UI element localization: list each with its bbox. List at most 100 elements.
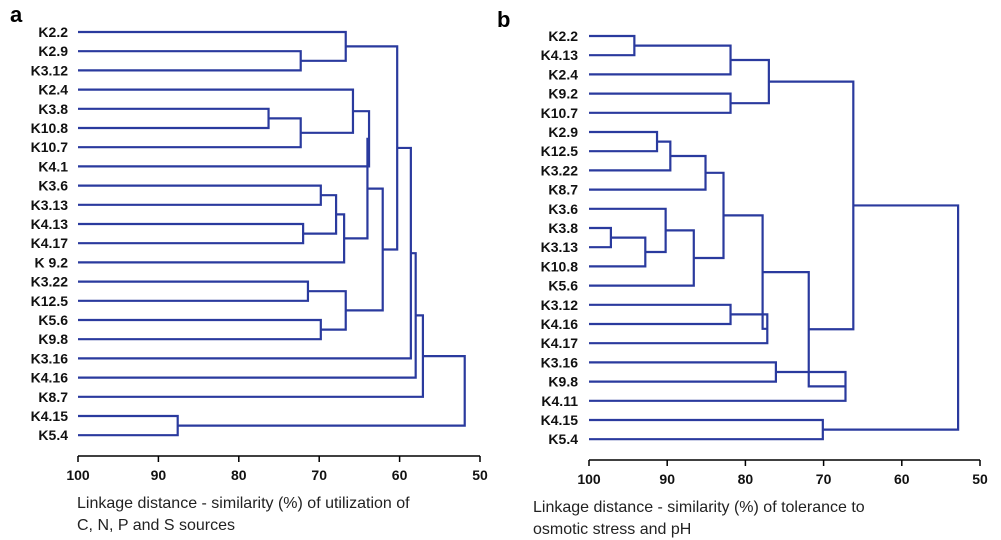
panel-b-link-12: [693, 171, 725, 260]
panel-a-link-19: [78, 314, 425, 398]
panel-a-link-13: [78, 318, 322, 341]
panel-a-leaf-k10-8: K10.8: [31, 120, 69, 136]
panel-a-link-21: [177, 354, 466, 427]
panel-a-link-12: [78, 280, 310, 302]
panel-a-tick-label-90: 90: [151, 467, 167, 483]
panel-a-leaf-k8-7: K8.7: [38, 389, 68, 405]
panel-a-link-8: [78, 222, 305, 245]
panel-b-tick-label-50: 50: [972, 471, 988, 487]
panel-b-leaf-k3-8: K3.8: [548, 220, 578, 236]
panel-a-leaf-k2-2: K2.2: [38, 24, 68, 40]
panel-a-link-1: [78, 50, 302, 72]
panel-b-link-20: [589, 418, 824, 441]
panel-b-link-5: [589, 130, 659, 153]
panel-b-leaf-k5-6: K5.6: [548, 278, 578, 294]
panel-a-link-11: [344, 137, 370, 240]
panel-a-leaf-k4-1: K4.1: [38, 158, 68, 174]
panel-a-leaf-k4-15: K4.15: [31, 408, 69, 424]
panel-a-leaf-k3-13: K3.13: [31, 197, 69, 213]
panel-a-leaf-k4-16: K4.16: [31, 370, 69, 386]
panel-a-leaf-k12-5: K12.5: [31, 293, 69, 309]
panel-b-leaf-k3-13: K3.13: [541, 239, 579, 255]
panel-a-tick-label-100: 100: [66, 467, 90, 483]
panel-a-leaf-k4-13: K4.13: [31, 216, 69, 232]
panel-b-link-2: [589, 44, 732, 76]
panel-a-dendrogram: a K2.2 K2.9 K3.12 K2.4 K3.8 K10.8 K10.7 K4.1 K3.…: [10, 2, 488, 534]
panel-a-label: a: [10, 2, 23, 27]
panel-a-leaf-k2-4: K2.4: [38, 82, 68, 98]
panel-a-link-7: [78, 184, 322, 206]
panel-b-leaf-k2-2: K2.2: [548, 28, 578, 44]
panel-b-link-19: [768, 80, 855, 331]
panel-a-link-3: [78, 107, 270, 130]
panel-b-leaf-k9-2: K9.2: [548, 86, 578, 102]
panel-a-leaf-k2-9: K2.9: [38, 43, 68, 59]
panel-b-leaf-k4-13: K4.13: [541, 47, 579, 63]
panel-b-link-1: [589, 34, 636, 57]
panel-a-link-9: [303, 194, 338, 235]
panel-b-link-13: [589, 303, 732, 326]
panel-a-tick-label-70: 70: [311, 467, 327, 483]
panel-b-link-9: [589, 236, 647, 268]
panel-a-link-5: [78, 88, 355, 134]
panel-b-link-4: [730, 58, 770, 105]
panel-b-leaf-k10-7: K10.7: [541, 105, 579, 121]
panel-b-xlabel-line1: Linkage distance - similarity (%) of tol…: [533, 499, 865, 516]
panel-a-leaf-k3-6: K3.6: [38, 178, 68, 194]
panel-b-tick-label-100: 100: [577, 471, 601, 487]
panel-b-tick-label-60: 60: [894, 471, 910, 487]
panel-a-links: [78, 30, 466, 437]
panel-a-xlabel-line2: C, N, P and S sources: [77, 517, 235, 534]
panel-b-leaf-k2-4: K2.4: [548, 66, 578, 82]
panel-b-leaf-k9-8: K9.8: [548, 374, 578, 390]
panel-a-leaf-k4-17: K4.17: [31, 235, 69, 251]
panel-b-leaf-k4-15: K4.15: [541, 412, 579, 428]
panel-b-leaf-k3-16: K3.16: [541, 354, 579, 370]
panel-a-tick-label-60: 60: [392, 467, 408, 483]
panel-a-link-6: [78, 110, 371, 168]
panel-b-leaf-k5-4: K5.4: [548, 431, 578, 447]
panel-b-leaf-k10-8: K10.8: [541, 258, 579, 274]
panel-a-leaf-k3-12: K3.12: [31, 62, 69, 78]
panel-b-leaf-labels: K2.2 K4.13 K2.4 K9.2 K10.7 K2.9 K12.5 K3.22 K8.7…: [541, 28, 579, 447]
panel-a-link-2: [78, 30, 347, 62]
panel-b-tick-label-80: 80: [738, 471, 754, 487]
panel-b-leaf-k4-11: K4.11: [541, 393, 578, 409]
panel-a-link-17: [78, 146, 412, 360]
panel-b-xlabel-line2: osmotic stress and pH: [533, 521, 691, 538]
panel-b-leaf-k2-9: K2.9: [548, 124, 578, 140]
panel-a-leaf-k3-8: K3.8: [38, 101, 68, 117]
panel-a-tick-label-50: 50: [472, 467, 488, 483]
panel-b-dendrogram: b K2.2 K4.13 K2.4 K9.2 K10.7 K2.9 K12.5 K3.22 K8…: [497, 7, 988, 538]
panel-a-leaf-k9-8: K9.8: [38, 331, 68, 347]
panel-b-link-7: [589, 154, 707, 191]
panel-a-link-16: [345, 45, 399, 251]
panel-a-leaf-k3-22: K3.22: [31, 274, 69, 290]
panel-a-xlabel-line1: Linkage distance - similarity (%) of uti…: [77, 495, 410, 512]
panel-b-x-axis: 100 90 80 70 60 50: [577, 459, 988, 487]
panel-b-leaf-k4-17: K4.17: [541, 335, 579, 351]
panel-b-link-14: [589, 313, 769, 345]
panel-b-leaf-k3-12: K3.12: [541, 297, 579, 313]
panel-b-link-3: [589, 92, 732, 114]
panel-b-leaf-k12-5: K12.5: [541, 143, 579, 159]
panel-a-leaf-labels: K2.2 K2.9 K3.12 K2.4 K3.8 K10.8 K10.7 K4.1 K3.6 K…: [31, 24, 69, 443]
panel-b-link-10: [589, 207, 667, 254]
panel-a-tick-label-80: 80: [231, 467, 247, 483]
panel-b-tick-label-90: 90: [659, 471, 675, 487]
panel-b-links: [589, 34, 960, 441]
panel-a-leaf-k5-6: K5.6: [38, 312, 68, 328]
panel-a-x-axis: 100 90 80 70 60 50: [66, 455, 488, 483]
panel-a-leaf-k-9-2: K 9.2: [35, 254, 69, 270]
panel-b-link-17: [589, 370, 847, 402]
panel-b-leaf-k3-6: K3.6: [548, 201, 578, 217]
panel-a-leaf-k3-16: K3.16: [31, 350, 69, 366]
panel-a-link-14: [307, 290, 347, 331]
panel-a-link-4: [78, 117, 302, 149]
panel-b-link-8: [589, 226, 612, 249]
panel-b-link-16: [589, 361, 777, 383]
panel-a-leaf-k10-7: K10.7: [31, 139, 69, 155]
panel-a-link-15: [345, 187, 384, 312]
panel-b-label: b: [497, 7, 510, 32]
